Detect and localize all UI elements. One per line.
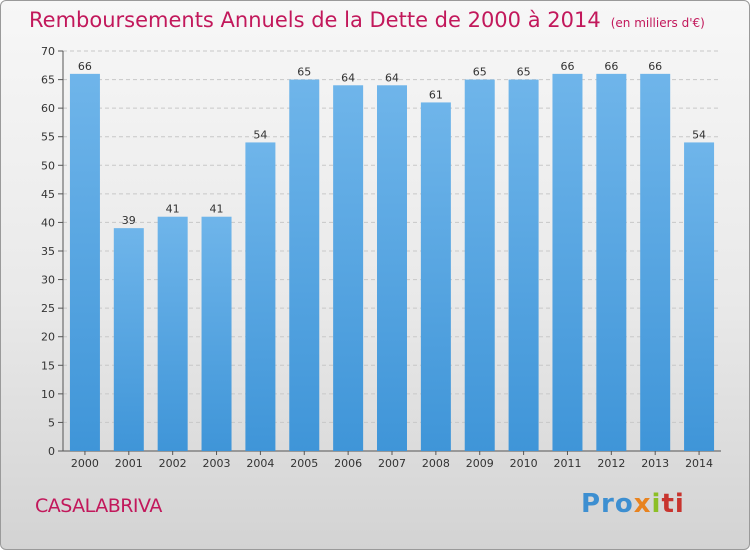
- data-label: 66: [560, 60, 574, 73]
- y-tick-label: 55: [41, 131, 55, 144]
- y-tick-label: 25: [41, 302, 55, 315]
- bar: [333, 85, 364, 452]
- bar: [596, 73, 627, 451]
- bar: [113, 228, 144, 451]
- x-tick-label: 2012: [597, 457, 625, 470]
- bar: [377, 85, 407, 452]
- x-tick-label: 2010: [510, 457, 538, 470]
- data-label: 39: [122, 214, 136, 227]
- y-tick-label: 60: [41, 102, 55, 115]
- chart-subtitle: (en milliers d'€): [610, 16, 705, 30]
- y-tick-label: 65: [41, 74, 55, 87]
- bar: [157, 216, 188, 451]
- logo-part-4: ti: [661, 489, 685, 519]
- x-tick-label: 2013: [641, 457, 669, 470]
- bar: [420, 102, 451, 451]
- data-label: 64: [341, 71, 355, 84]
- bar: [289, 79, 320, 452]
- chart-title-main: Remboursements Annuels de la Dette de 20…: [29, 8, 601, 32]
- data-label: 65: [297, 66, 311, 79]
- data-label: 41: [210, 203, 224, 216]
- y-tick-label: 15: [41, 359, 55, 372]
- y-tick-label: 50: [41, 159, 55, 172]
- y-tick-label: 20: [41, 331, 55, 344]
- y-tick-label: 10: [41, 388, 55, 401]
- logo-part-3: i: [651, 489, 662, 519]
- y-tick-label: 5: [48, 416, 55, 429]
- x-tick-label: 2007: [378, 457, 406, 470]
- data-label: 61: [429, 88, 443, 101]
- data-label: 66: [604, 60, 618, 73]
- logo-part-1: Pro: [581, 489, 634, 519]
- y-tick-label: 40: [41, 216, 55, 229]
- y-tick-label: 35: [41, 245, 55, 258]
- bar: [69, 73, 100, 451]
- bar: [201, 216, 232, 451]
- data-label: 64: [385, 71, 399, 84]
- proxiti-logo: Proxiti: [581, 489, 685, 519]
- chart-title: Remboursements Annuels de la Dette de 20…: [29, 8, 705, 32]
- data-label: 66: [648, 60, 662, 73]
- x-tick-label: 2002: [159, 457, 187, 470]
- commune-name: CASALABRIVA: [35, 495, 162, 517]
- x-tick-label: 2014: [685, 457, 713, 470]
- x-tick-label: 2003: [203, 457, 231, 470]
- x-tick-label: 2008: [422, 457, 450, 470]
- x-tick-label: 2006: [334, 457, 362, 470]
- bar: [508, 79, 539, 452]
- y-tick-label: 70: [41, 45, 55, 58]
- data-label: 66: [78, 60, 92, 73]
- x-tick-label: 2001: [115, 457, 143, 470]
- logo-part-2: x: [633, 489, 652, 519]
- bar: [464, 79, 495, 452]
- bar: [552, 73, 583, 451]
- x-tick-label: 2000: [71, 457, 99, 470]
- y-tick-label: 45: [41, 188, 55, 201]
- x-tick-label: 2009: [466, 457, 494, 470]
- y-tick-label: 30: [41, 274, 55, 287]
- y-tick-label: 0: [48, 445, 55, 458]
- data-label: 41: [166, 203, 180, 216]
- x-tick-label: 2005: [290, 457, 318, 470]
- data-label: 54: [692, 128, 706, 141]
- x-tick-label: 2004: [246, 457, 274, 470]
- x-tick-label: 2011: [553, 457, 581, 470]
- bar: [684, 142, 715, 451]
- bar: [245, 142, 276, 451]
- bar: [640, 73, 671, 451]
- data-label: 65: [473, 66, 487, 79]
- data-label: 54: [253, 128, 267, 141]
- data-label: 65: [517, 66, 531, 79]
